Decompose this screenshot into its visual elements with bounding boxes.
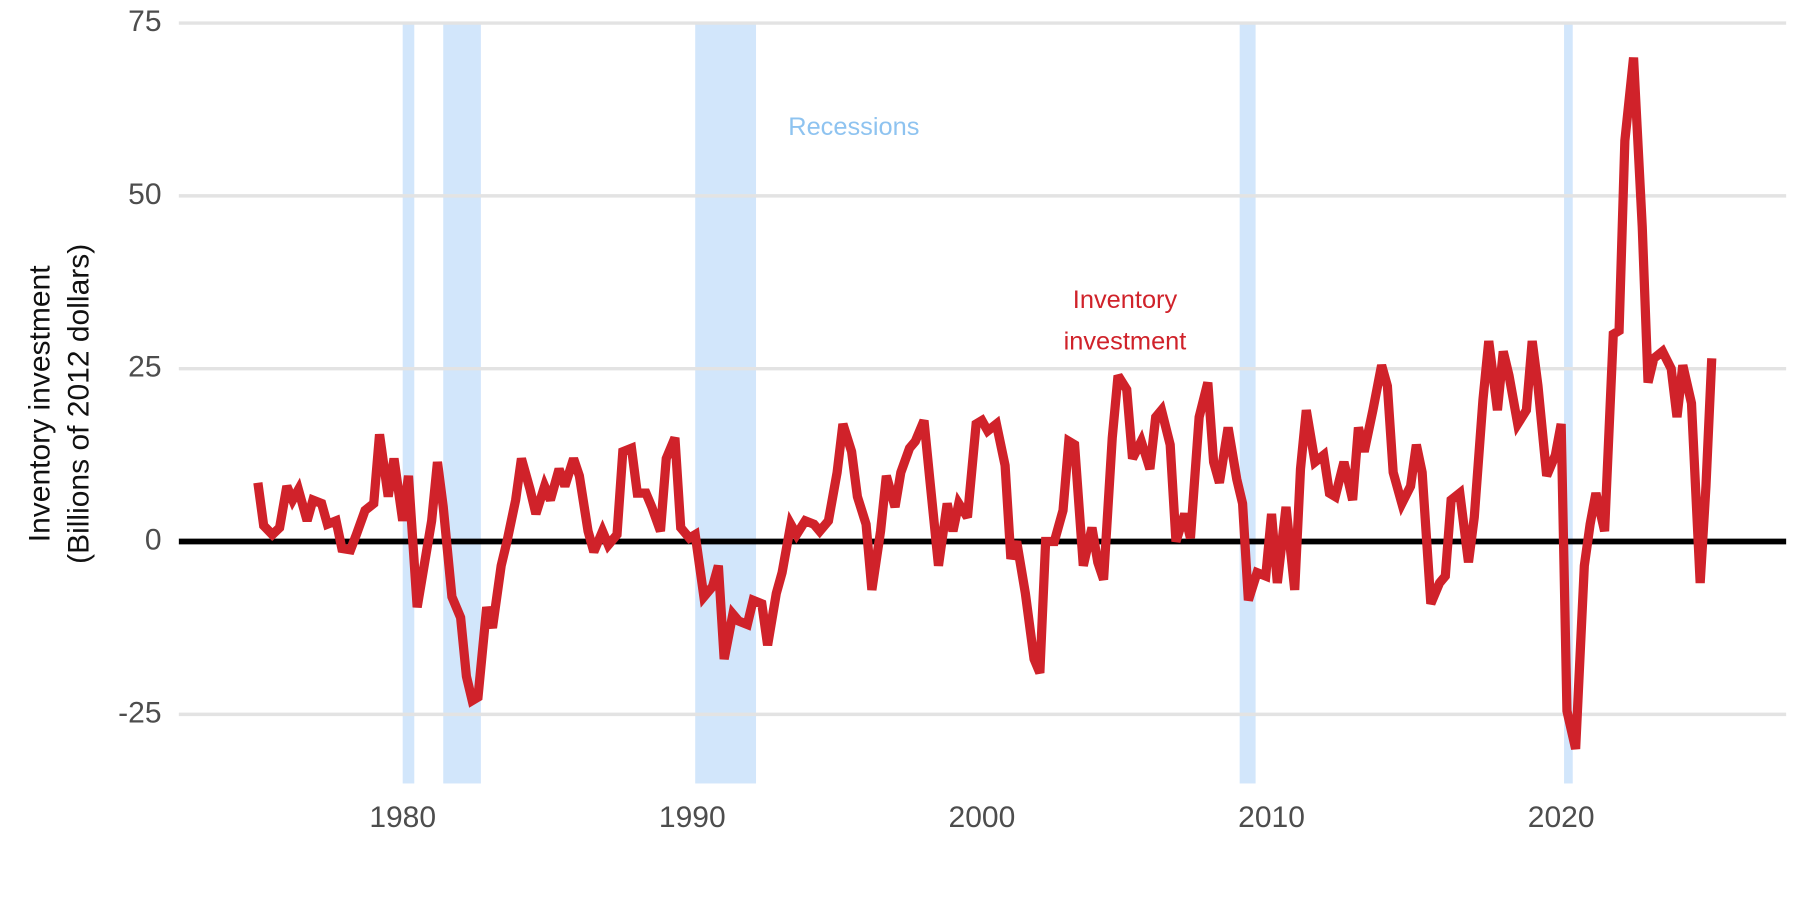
- series-line: [253, 57, 1717, 750]
- y-tick-label: 75: [128, 5, 161, 38]
- grid-layer: [178, 21, 1787, 717]
- data-layer: [178, 57, 1787, 750]
- y-axis-label: (Billions of 2012 dollars): [63, 244, 96, 564]
- x-tick-label: 2020: [1528, 801, 1595, 834]
- y-tick-label: -25: [118, 696, 161, 729]
- x-tick-label: 2000: [949, 801, 1016, 834]
- y-tick-label: 0: [145, 523, 162, 556]
- series-label-box: Inventory investment: [1063, 285, 1187, 356]
- recession-label: Recessions: [788, 113, 919, 141]
- recession-band: [1564, 23, 1573, 784]
- recession-band: [402, 23, 415, 784]
- label-layer: -25 0 25 50 75 1980 1990 2000 2010 2020 Inventory …: [23, 5, 1594, 834]
- series-label: Inventory investment: [1063, 285, 1187, 356]
- y-tick-label: 25: [128, 351, 161, 384]
- y-axis-label: Inventory investment: [23, 265, 56, 542]
- x-tick-label: 1990: [659, 801, 726, 834]
- x-tick-label: 2010: [1238, 801, 1305, 834]
- recession-band: [695, 23, 757, 784]
- x-tick-label: 1980: [369, 801, 436, 834]
- recession-layer: [402, 23, 1573, 784]
- recession-band: [1239, 23, 1256, 784]
- y-tick-label: 50: [128, 178, 161, 211]
